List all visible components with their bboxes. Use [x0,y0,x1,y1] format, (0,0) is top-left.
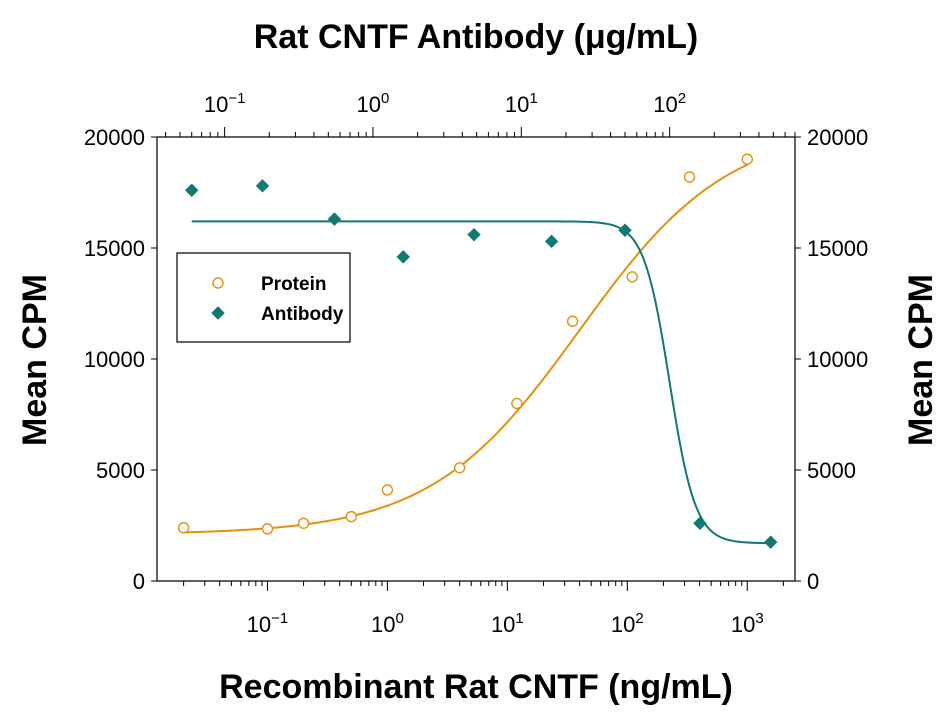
data-point-protein [177,522,190,534]
y-tick-label-right: 20000 [807,125,868,150]
y-tick-label-left: 20000 [84,125,145,150]
data-point-protein [345,510,357,523]
x-top-tick-label: 100 [357,90,390,117]
data-point-protein [511,397,523,410]
left-axis-title: Mean CPM [16,274,54,446]
data-point-antibody [763,535,778,549]
data-point-protein [453,462,466,474]
x-bottom-tick-label: 101 [491,610,524,637]
x-bottom-tick-label: 103 [731,610,764,637]
x-bottom-tick-label: 102 [611,610,644,637]
y-tick-label-right: 15000 [807,236,868,261]
x-top-tick-label: 10−1 [204,90,246,117]
y-tick-label-left: 10000 [84,347,145,372]
y-tick-label-left: 5000 [96,458,145,483]
data-point-antibody [396,250,410,264]
data-point-protein [683,171,696,183]
data-point-protein [381,484,394,496]
legend-marker-protein [212,277,224,289]
x-bottom-tick-label: 10−1 [247,610,289,637]
data-point-antibody [467,227,481,242]
data-point-protein [741,153,753,165]
right-axis-title: Mean CPM [902,274,940,446]
x-bottom-tick-label: 100 [371,610,404,637]
data-point-antibody [327,212,342,226]
data-point-protein [297,517,310,529]
y-tick-label-right: 5000 [807,458,856,483]
data-point-antibody [618,223,632,237]
data-point-antibody [544,234,559,249]
y-tick-label-left: 15000 [84,236,145,261]
x-top-tick-label: 102 [653,90,686,117]
legend-label-protein: Protein [261,274,326,295]
y-tick-label-right: 0 [807,569,819,594]
legend-box [176,252,351,343]
plot-layer: 0 0 5000 5000 10000 10000 15000 15000 20000 20000… [84,90,868,637]
y-tick-label-right: 10000 [807,347,868,372]
top-axis-title: Rat CNTF Antibody (μg/mL) [254,18,698,56]
fit-curve-protein [183,163,748,534]
data-point-protein [566,315,579,327]
bottom-axis-title: Recombinant Rat CNTF (ng/mL) [219,668,733,706]
data-point-antibody [185,183,199,197]
data-point-protein [626,271,638,283]
data-point-antibody [255,179,270,193]
data-point-protein [261,523,274,535]
fit-curve-antibody [191,220,771,545]
data-point-antibody [693,516,707,530]
x-top-tick-label: 101 [505,90,538,117]
y-tick-label-left: 0 [133,569,145,594]
legend-marker-antibody [211,306,225,320]
legend-label-antibody: Antibody [261,304,344,325]
